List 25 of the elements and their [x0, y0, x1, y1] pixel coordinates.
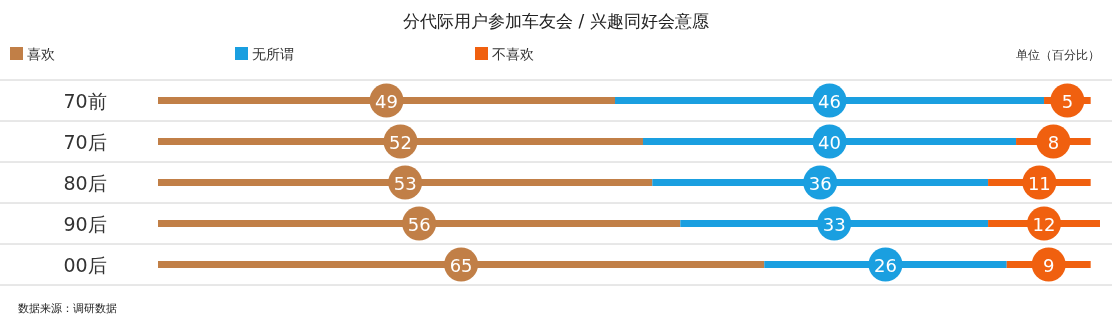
data-label: 65	[449, 254, 473, 276]
data-label: 53	[393, 172, 417, 194]
data-label: 46	[818, 90, 841, 112]
source-note: 数据来源：调研数据	[18, 302, 117, 315]
data-label: 56	[407, 213, 431, 235]
data-label: 33	[822, 213, 846, 235]
legend-label: 无所谓	[252, 46, 294, 62]
y-tick-label: 80后	[63, 171, 107, 194]
data-label: 40	[818, 131, 841, 153]
y-tick-label: 90后	[63, 212, 107, 235]
data-label: 52	[389, 131, 412, 153]
data-label: 12	[1032, 213, 1056, 235]
data-label: 49	[375, 90, 398, 112]
text: 单位（百分比）	[1016, 48, 1100, 62]
legend-label: 喜欢	[27, 46, 55, 62]
y-tick-label: 70后	[63, 130, 107, 153]
data-label: 9	[1042, 254, 1055, 276]
data-label: 11	[1027, 172, 1051, 194]
chart-title: 分代际用户参加车友会 / 兴趣同好会意愿	[403, 11, 709, 31]
data-label: 36	[808, 172, 832, 194]
y-tick-label: 70前	[63, 89, 107, 112]
data-label: 26	[874, 254, 897, 276]
data-label: 8	[1047, 131, 1060, 153]
legend-label: 不喜欢	[492, 46, 534, 62]
y-tick-label: 00后	[63, 253, 107, 276]
